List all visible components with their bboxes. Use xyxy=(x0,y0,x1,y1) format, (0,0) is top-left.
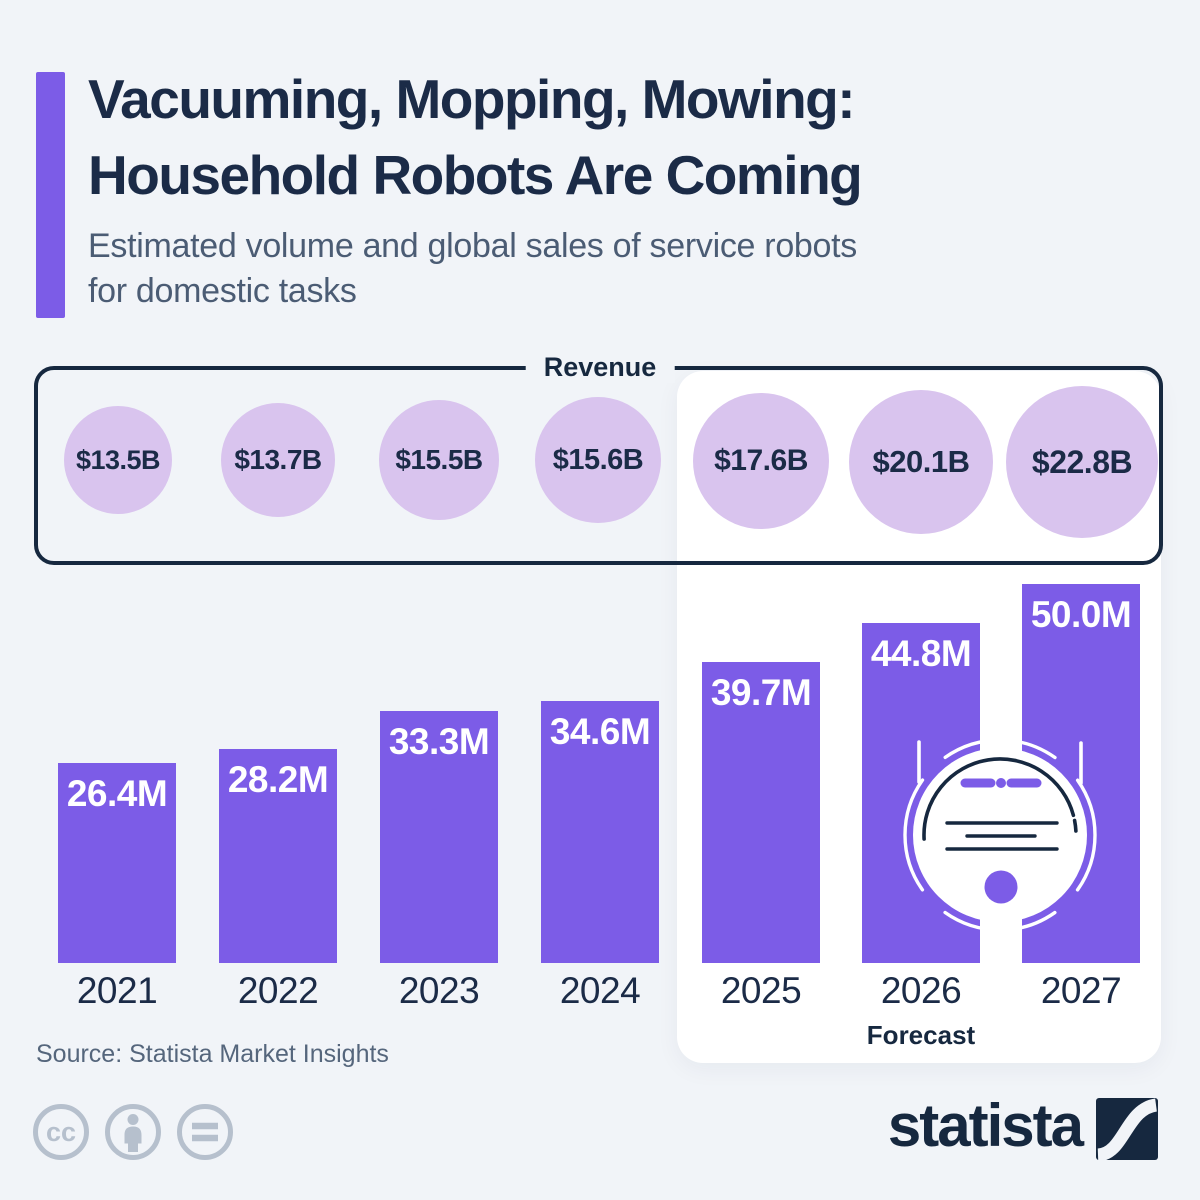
statista-logo-mark xyxy=(1096,1098,1158,1160)
subtitle-line-1: Estimated volume and global sales of ser… xyxy=(88,227,857,265)
axis-year-2022: 2022 xyxy=(237,970,319,1011)
subtitle-line-2: for domestic tasks xyxy=(88,271,357,310)
source-text: Source: Statista Market Insights xyxy=(36,1040,389,1068)
revenue-bubble-2023: $15.5B xyxy=(379,400,499,520)
revenue-value: $13.5B xyxy=(75,444,161,475)
volume-bar-2022: 28.2M xyxy=(219,749,337,963)
axis-year-2027: 2027 xyxy=(1040,970,1122,1011)
axis-year-2021: 2021 xyxy=(76,970,158,1011)
statista-logo: statista xyxy=(888,1096,1158,1162)
revenue-bubble-2025: $17.6B xyxy=(693,393,829,529)
bar-value-label: 50.0M xyxy=(1030,594,1132,635)
svg-text:cc: cc xyxy=(46,1117,76,1147)
bar-value-label: 34.6M xyxy=(549,711,651,752)
revenue-value: $15.5B xyxy=(395,444,483,475)
forecast-label: Forecast xyxy=(866,1020,976,1050)
axis-year-2023: 2023 xyxy=(398,970,480,1011)
page-subtitle: Estimated volume and global sales of ser… xyxy=(88,224,1128,314)
title-accent-bar xyxy=(36,72,65,318)
cc-nd-icon xyxy=(177,1104,233,1160)
revenue-value: $17.6B xyxy=(714,444,808,477)
volume-bar-2023: 33.3M xyxy=(380,711,498,963)
volume-bar-2025: 39.7M xyxy=(702,662,820,963)
statista-logo-text: statista xyxy=(887,1092,1084,1159)
volume-bar-2021: 26.4M xyxy=(58,763,176,963)
robot-vacuum-icon xyxy=(903,738,1097,932)
title-line-1: Vacuuming, Mopping, Mowing: xyxy=(88,68,856,130)
revenue-bubble-2022: $13.7B xyxy=(221,403,335,517)
bar-value-label: 28.2M xyxy=(227,759,329,800)
title-line-2: Household Robots Are Coming xyxy=(88,143,863,206)
volume-bar-2024: 34.6M xyxy=(541,701,659,963)
bar-value-label: 39.7M xyxy=(710,672,812,713)
revenue-box-label: Revenue xyxy=(525,351,675,383)
bar-value-label: 44.8M xyxy=(870,633,972,674)
revenue-bubble-2021: $13.5B xyxy=(64,406,172,514)
revenue-bubble-2024: $15.6B xyxy=(535,397,661,523)
page-title: Vacuuming, Mopping, Mowing: Household Ro… xyxy=(88,62,1168,214)
axis-year-2026: 2026 xyxy=(880,970,962,1011)
revenue-value: $22.8B xyxy=(1031,443,1133,480)
axis-year-2024: 2024 xyxy=(559,970,641,1011)
revenue-value: $15.6B xyxy=(552,443,644,476)
axis-year-2025: 2025 xyxy=(720,970,802,1011)
revenue-bubble-2027: $22.8B xyxy=(1006,386,1158,538)
revenue-value: $13.7B xyxy=(234,444,322,475)
bar-value-label: 33.3M xyxy=(388,721,490,762)
cc-icon: cc xyxy=(33,1104,89,1160)
revenue-value: $20.1B xyxy=(872,444,970,479)
bar-value-label: 26.4M xyxy=(66,773,168,814)
cc-by-icon xyxy=(105,1104,161,1160)
cc-license-icons: cc xyxy=(33,1104,233,1160)
revenue-bubble-2026: $20.1B xyxy=(849,390,993,534)
